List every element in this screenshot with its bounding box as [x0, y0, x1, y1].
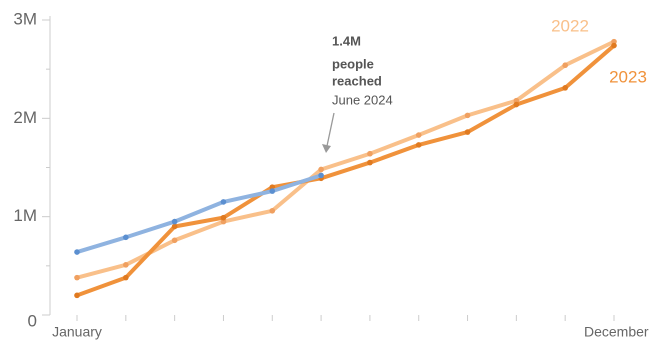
annotation-text: reached — [332, 73, 382, 88]
point — [464, 112, 471, 119]
point — [611, 42, 617, 49]
point — [367, 150, 373, 157]
point — [318, 166, 324, 173]
point — [611, 38, 617, 45]
point — [415, 132, 422, 138]
point — [220, 214, 227, 221]
y-tick-label: 3M — [13, 9, 37, 28]
point — [171, 218, 178, 225]
point — [269, 207, 276, 214]
y-tick-label: 0 — [28, 311, 37, 330]
point — [464, 129, 471, 135]
annotation-text: people — [332, 56, 374, 71]
series-label: 2023 — [609, 67, 647, 86]
annotation-arrow — [326, 112, 335, 147]
point — [123, 234, 129, 241]
point — [513, 101, 520, 108]
point — [74, 292, 80, 299]
point — [367, 159, 373, 166]
point — [74, 249, 80, 255]
series-line — [75, 173, 324, 255]
point — [415, 142, 422, 148]
point — [171, 223, 178, 230]
series-line — [75, 39, 616, 280]
series-line — [75, 43, 616, 298]
point — [171, 237, 178, 244]
point — [562, 62, 568, 69]
point — [220, 199, 227, 205]
point — [123, 262, 129, 268]
point — [562, 85, 568, 91]
x-tick-label: December — [584, 324, 649, 340]
point — [269, 188, 276, 194]
y-tick-label: 2M — [13, 108, 37, 127]
point — [220, 218, 227, 225]
annotation-text: 1.4M — [332, 33, 361, 48]
y-tick-label: 1M — [13, 206, 37, 225]
point — [318, 172, 324, 179]
annotation-text: June 2024 — [332, 92, 393, 107]
series-label: 2022 — [551, 16, 589, 35]
x-tick-label: January — [52, 324, 102, 340]
point — [123, 274, 129, 281]
point — [74, 274, 80, 281]
annotation-arrowhead — [322, 144, 331, 153]
